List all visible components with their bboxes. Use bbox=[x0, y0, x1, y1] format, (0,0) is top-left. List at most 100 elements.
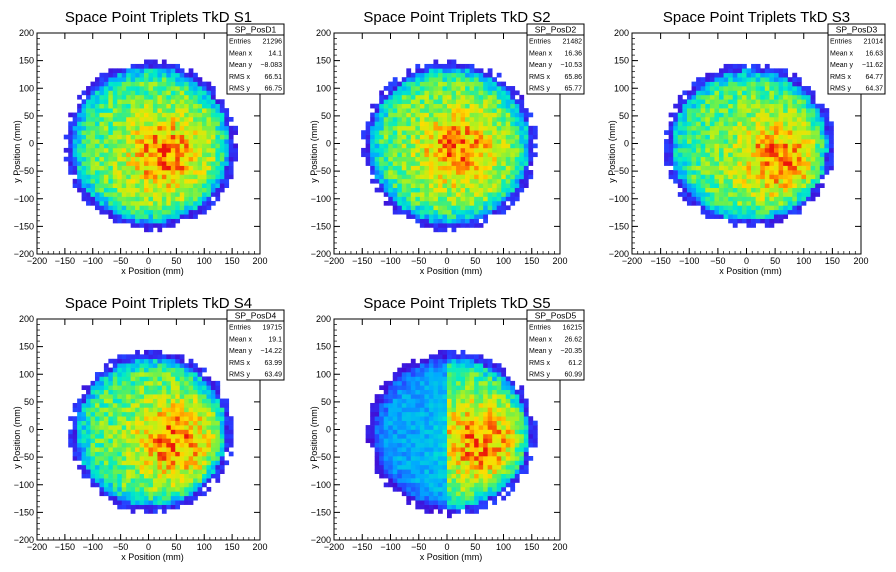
heatmap-cell bbox=[705, 165, 711, 171]
heatmap-cell bbox=[451, 90, 457, 96]
heatmap-cell bbox=[144, 209, 149, 215]
heatmap-cell bbox=[732, 214, 738, 219]
heatmap-cell bbox=[166, 433, 172, 439]
heatmap-cell bbox=[72, 183, 78, 188]
heatmap-cell bbox=[705, 156, 711, 162]
heatmap-cell bbox=[456, 178, 461, 184]
heatmap-cell bbox=[487, 121, 493, 127]
heatmap-cell bbox=[139, 363, 145, 368]
heatmap-cell bbox=[126, 398, 131, 404]
heatmap-cell bbox=[121, 447, 127, 452]
heatmap-cell bbox=[166, 367, 172, 373]
heatmap-cell bbox=[202, 152, 207, 158]
heatmap-cell bbox=[210, 456, 216, 461]
heatmap-cell bbox=[166, 112, 172, 118]
heatmap-cell bbox=[139, 451, 145, 457]
heatmap-cell bbox=[465, 147, 470, 153]
heatmap-cell bbox=[668, 112, 674, 118]
heatmap-cell bbox=[787, 165, 793, 171]
heatmap-cell bbox=[170, 372, 176, 377]
heatmap-cell bbox=[728, 209, 734, 215]
heatmap-cell bbox=[94, 81, 100, 87]
heatmap-cell bbox=[144, 376, 149, 382]
stats-value: 65.86 bbox=[564, 74, 582, 81]
heatmap-cell bbox=[161, 464, 167, 470]
heatmap-cell bbox=[709, 165, 715, 171]
heatmap-cell bbox=[215, 156, 221, 162]
heatmap-cell bbox=[700, 161, 706, 166]
heatmap-cell bbox=[108, 183, 114, 188]
heatmap-cell bbox=[210, 116, 216, 122]
heatmap-cell bbox=[792, 108, 798, 113]
heatmap-cell bbox=[792, 103, 798, 109]
heatmap-cell bbox=[72, 447, 78, 452]
heatmap-cell bbox=[193, 209, 198, 215]
heatmap-cell bbox=[778, 90, 784, 96]
heatmap-cell bbox=[442, 68, 448, 74]
heatmap-cell bbox=[72, 121, 78, 127]
heatmap-cell bbox=[719, 161, 724, 166]
heatmap-cell bbox=[383, 108, 389, 113]
heatmap-cell bbox=[397, 192, 403, 197]
heatmap-cell bbox=[108, 187, 114, 193]
heatmap-cell bbox=[175, 429, 181, 435]
heatmap-cell bbox=[188, 214, 194, 219]
heatmap-cell bbox=[677, 143, 683, 149]
heatmap-cell bbox=[139, 139, 145, 144]
heatmap-cell bbox=[728, 116, 734, 122]
heatmap-cell bbox=[528, 143, 534, 149]
heatmap-cell bbox=[152, 81, 158, 87]
heatmap-cell bbox=[783, 68, 789, 74]
heatmap-cell bbox=[108, 460, 114, 466]
heatmap-cell bbox=[492, 205, 498, 211]
heatmap-cell bbox=[769, 147, 775, 153]
heatmap-cell bbox=[108, 376, 114, 382]
heatmap-cell bbox=[184, 438, 189, 444]
heatmap-cell bbox=[778, 192, 784, 197]
heatmap-cell bbox=[478, 130, 484, 135]
heatmap-cell bbox=[112, 491, 118, 497]
heatmap-cell bbox=[135, 372, 140, 377]
heatmap-cell bbox=[215, 192, 221, 197]
y-tick-label: −50 bbox=[614, 166, 629, 176]
heatmap-cell bbox=[447, 108, 452, 113]
heatmap-cell bbox=[496, 170, 502, 175]
heatmap-cell bbox=[478, 156, 484, 162]
heatmap-cell bbox=[179, 491, 185, 497]
heatmap-cell bbox=[778, 94, 784, 100]
heatmap-cell bbox=[170, 469, 176, 474]
heatmap-cell bbox=[424, 112, 430, 118]
heatmap-cell bbox=[783, 116, 789, 122]
heatmap-cell bbox=[510, 90, 516, 96]
heatmap-cell bbox=[764, 214, 770, 219]
heatmap-cell bbox=[478, 116, 484, 122]
heatmap-cell bbox=[94, 161, 100, 166]
heatmap-cell bbox=[505, 94, 511, 100]
heatmap-cell bbox=[90, 196, 96, 202]
heatmap-cell bbox=[755, 125, 761, 131]
heatmap-cell bbox=[126, 473, 131, 479]
heatmap-cell bbox=[505, 170, 511, 175]
heatmap-cell bbox=[401, 170, 407, 175]
heatmap-cell bbox=[755, 121, 761, 127]
heatmap-cell bbox=[86, 460, 91, 466]
heatmap-cell bbox=[103, 416, 109, 421]
heatmap-cell bbox=[456, 121, 461, 127]
heatmap-cell bbox=[108, 372, 114, 377]
heatmap-cell bbox=[424, 86, 430, 91]
heatmap-cell bbox=[139, 438, 145, 444]
heatmap-cell bbox=[202, 407, 207, 413]
heatmap-cell bbox=[170, 464, 176, 470]
heatmap-cell bbox=[478, 214, 484, 219]
heatmap-cell bbox=[103, 90, 109, 96]
heatmap-cell bbox=[424, 143, 430, 149]
heatmap-cell bbox=[152, 139, 158, 144]
heatmap-cell bbox=[792, 196, 798, 202]
heatmap-cell bbox=[81, 99, 87, 105]
heatmap-cell bbox=[197, 411, 203, 417]
heatmap-cell bbox=[219, 156, 225, 162]
heatmap-cell bbox=[796, 187, 802, 193]
heatmap-cell bbox=[112, 478, 118, 483]
heatmap-cell bbox=[81, 108, 87, 113]
heatmap-cell bbox=[126, 99, 131, 105]
